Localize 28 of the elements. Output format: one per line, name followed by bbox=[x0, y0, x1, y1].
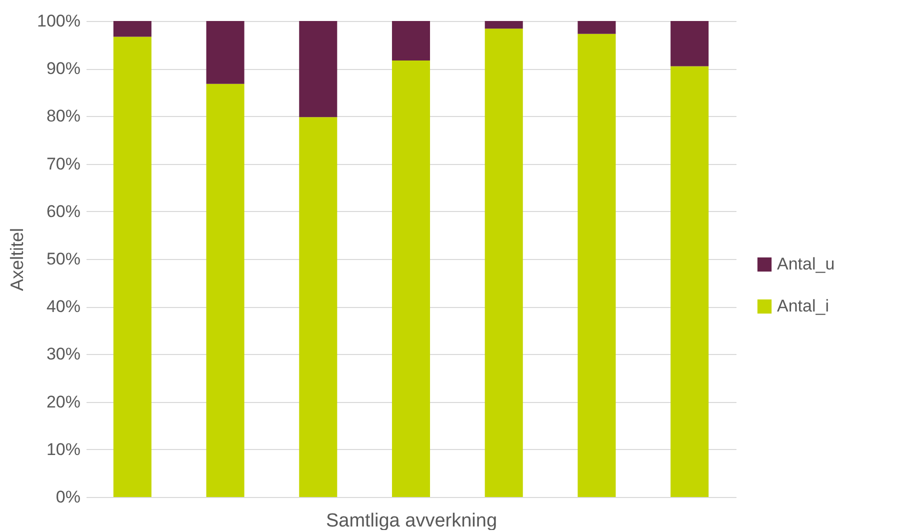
bar bbox=[113, 21, 152, 37]
y-tick-label: 20% bbox=[46, 392, 80, 412]
bar bbox=[670, 66, 709, 497]
y-tick-label: 30% bbox=[46, 344, 80, 364]
bar bbox=[484, 21, 523, 29]
bar bbox=[578, 34, 616, 497]
legend-label: Antal_u bbox=[777, 254, 835, 274]
y-tick-label: 10% bbox=[46, 440, 80, 459]
bar bbox=[206, 21, 244, 84]
bar bbox=[392, 60, 430, 497]
bar bbox=[670, 21, 709, 66]
bar bbox=[299, 117, 338, 497]
y-tick-label: 90% bbox=[46, 59, 80, 78]
y-tick-label: 70% bbox=[46, 154, 80, 174]
y-tick-label: 100% bbox=[37, 12, 80, 30]
bar bbox=[299, 21, 338, 118]
bar bbox=[392, 21, 430, 61]
bar bbox=[206, 84, 244, 497]
bar bbox=[578, 21, 616, 34]
y-tick-label: 0% bbox=[56, 488, 80, 506]
bar bbox=[484, 28, 523, 497]
bar bbox=[113, 36, 152, 497]
y-axis-title: Axeltitel bbox=[7, 228, 28, 292]
legend-label: Antal_i bbox=[777, 296, 829, 316]
y-tick-label: 80% bbox=[46, 106, 80, 126]
y-tick-label: 60% bbox=[46, 202, 80, 221]
y-tick-label: 40% bbox=[46, 297, 80, 316]
y-tick-label: 50% bbox=[46, 250, 80, 268]
